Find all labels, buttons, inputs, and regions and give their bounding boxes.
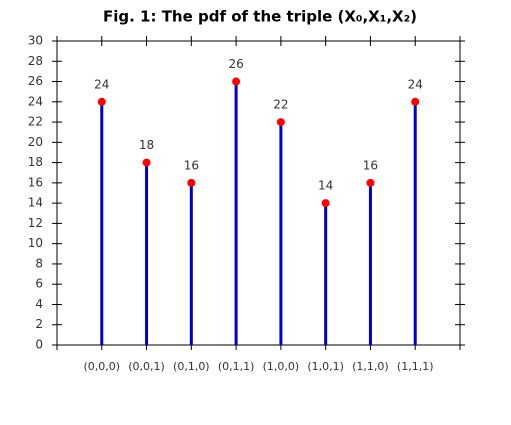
y-tick-label: 10	[28, 236, 43, 250]
x-tick-label: (1,0,1)	[307, 360, 344, 373]
stem-marker	[411, 97, 420, 106]
y-tick-label: 22	[28, 115, 43, 129]
stem-marker	[142, 158, 151, 167]
plot-frame	[56, 40, 461, 346]
data-label: 24	[408, 77, 423, 91]
stem-marker	[366, 178, 375, 187]
y-tick-label: 28	[28, 54, 43, 68]
y-tick-label: 14	[28, 196, 43, 210]
y-tick-label: 24	[28, 94, 43, 108]
y-tick-label: 6	[35, 277, 43, 291]
stem-marker	[97, 97, 106, 106]
x-tick-label: (0,1,0)	[173, 360, 210, 373]
data-label: 16	[184, 158, 199, 172]
stem-marker	[321, 199, 330, 208]
stem-marker	[276, 118, 285, 127]
y-tick-label: 12	[28, 216, 43, 230]
data-label: 26	[228, 57, 243, 71]
stem-marker	[187, 178, 196, 187]
y-tick-label: 4	[35, 297, 43, 311]
y-tick-label: 8	[35, 256, 43, 270]
data-label: 22	[273, 98, 288, 112]
y-tick-label: 18	[28, 155, 43, 169]
y-tick-label: 20	[28, 135, 43, 149]
x-tick-label: (0,0,0)	[83, 360, 120, 373]
stem-marker	[232, 77, 241, 86]
y-tick-label: 26	[28, 74, 43, 88]
x-tick-label: (1,0,0)	[263, 360, 300, 373]
data-label: 14	[318, 179, 333, 193]
y-tick-label: 2	[35, 317, 43, 331]
data-label: 16	[363, 158, 378, 172]
x-tick-label: (1,1,1)	[397, 360, 434, 373]
chart-title: Fig. 1: The pdf of the triple (X₀,X₁,X₂)	[103, 8, 417, 26]
x-tick-label: (1,1,0)	[352, 360, 389, 373]
y-tick-label: 0	[35, 338, 43, 352]
data-label: 24	[94, 77, 109, 91]
x-tick-label: (0,0,1)	[128, 360, 165, 373]
x-tick-label: (0,1,1)	[218, 360, 255, 373]
y-tick-label: 30	[28, 34, 43, 48]
y-tick-label: 16	[28, 175, 43, 189]
data-label: 18	[139, 138, 154, 152]
